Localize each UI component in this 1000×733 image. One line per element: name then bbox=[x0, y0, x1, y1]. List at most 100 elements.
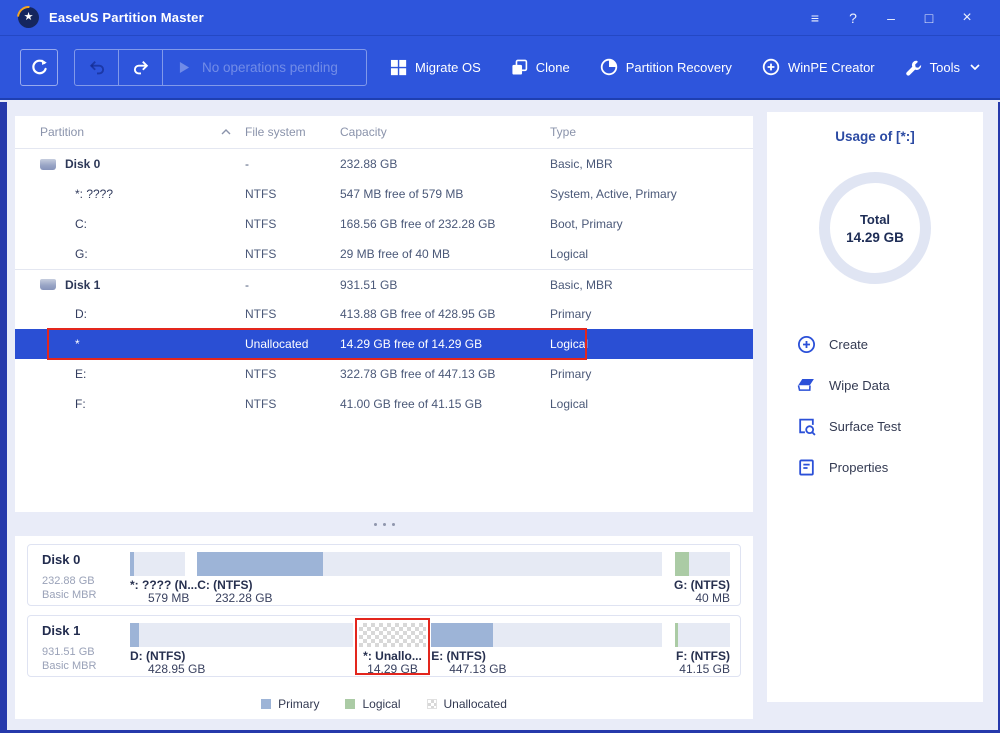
partition-label-name: F: (NTFS) bbox=[676, 649, 730, 663]
splitter-grip-icon bbox=[373, 522, 377, 526]
column-header-label: Type bbox=[550, 125, 577, 139]
file-system-cell: NTFS bbox=[245, 367, 277, 381]
partition-label-size: 428.95 GB bbox=[148, 662, 206, 676]
partition-label-name: E: (NTFS) bbox=[431, 649, 486, 663]
table-row-partition[interactable]: F: NTFS 41.00 GB free of 41.15 GB Logical bbox=[15, 389, 753, 419]
used-space-fill bbox=[197, 552, 323, 576]
disk-name: Disk 0 bbox=[42, 552, 81, 567]
play-icon bbox=[179, 61, 190, 74]
toolbar-action-migrate-os[interactable]: Migrate OS bbox=[390, 59, 481, 76]
logical-swatch-icon bbox=[345, 699, 356, 709]
usage-donut-chart: Total 14.29 GB bbox=[819, 172, 931, 284]
refresh-button[interactable] bbox=[20, 48, 58, 86]
disk-layout: Basic MBR bbox=[42, 660, 97, 672]
toolbar-action-label: Tools bbox=[929, 59, 960, 75]
toolbar: No operations pending Migrate OS Clone Par… bbox=[0, 36, 1000, 100]
logo-star-glyph: ★ bbox=[23, 11, 34, 23]
partition-name: D: bbox=[75, 307, 87, 321]
splitter-grip-icon bbox=[382, 522, 386, 526]
partition-block-logical[interactable] bbox=[674, 552, 730, 576]
table-row-partition[interactable]: E: NTFS 322.78 GB free of 447.13 GB Primary bbox=[15, 359, 753, 389]
disk-drive-icon bbox=[40, 158, 56, 170]
column-header-label: File system bbox=[245, 125, 306, 139]
column-header-file-system[interactable]: File system bbox=[245, 125, 340, 139]
disk-drive-icon bbox=[40, 279, 56, 290]
partition-label-size: 40 MB bbox=[695, 591, 730, 605]
maximize-icon: □ bbox=[924, 9, 934, 26]
capacity-cell: 29 MB free of 40 MB bbox=[340, 247, 451, 261]
menu-button[interactable]: ≡ bbox=[800, 5, 830, 31]
used-space-fill bbox=[431, 623, 494, 647]
table-row-disk[interactable]: Disk 1 - 931.51 GB Basic, MBR bbox=[15, 269, 753, 299]
partition-block-primary[interactable] bbox=[197, 552, 662, 576]
properties-icon bbox=[797, 458, 816, 477]
partition-block-primary[interactable] bbox=[130, 623, 354, 647]
partition-block-logical[interactable] bbox=[674, 623, 730, 647]
partition-table: Partition File system Capacity Type Disk 0 -… bbox=[15, 116, 753, 512]
partition-label-size: 447.13 GB bbox=[449, 662, 507, 676]
table-row-disk[interactable]: Disk 0 - 232.88 GB Basic, MBR bbox=[15, 149, 753, 179]
maximize-button[interactable]: □ bbox=[914, 5, 944, 31]
partition-recovery-icon bbox=[600, 58, 618, 76]
disk-bar bbox=[130, 623, 730, 647]
sidebar-action-wipe-data[interactable]: Wipe Data bbox=[767, 365, 983, 406]
file-system-cell: NTFS bbox=[245, 187, 277, 201]
legend-item-unallocated: Unallocated bbox=[426, 697, 507, 711]
panel-splitter[interactable] bbox=[15, 512, 753, 536]
toolbar-action-winpe-creator[interactable]: WinPE Creator bbox=[762, 58, 875, 76]
table-row-partition[interactable]: *: ???? NTFS 547 MB free of 579 MB System, … bbox=[15, 179, 753, 209]
unallocated-swatch-icon bbox=[426, 699, 437, 709]
table-row-partition[interactable]: C: NTFS 168.56 GB free of 232.28 GB Boot, P… bbox=[15, 209, 753, 239]
legend-label: Unallocated bbox=[443, 697, 507, 711]
type-cell: Basic, MBR bbox=[550, 157, 613, 171]
toolbar-action-tools[interactable]: Tools bbox=[905, 59, 980, 76]
legend-item-logical: Logical bbox=[345, 697, 401, 711]
sidebar-action-create[interactable]: Create bbox=[767, 324, 983, 365]
disk-map-panel: Disk 0 232.88 GB Basic MBR *: ???? (N... 579… bbox=[15, 536, 753, 719]
partition-block-unallocated[interactable] bbox=[358, 623, 427, 647]
sidebar-action-properties[interactable]: Properties bbox=[767, 447, 983, 488]
action-sidebar: Usage of [*:] Total 14.29 GB Create Wipe … bbox=[767, 112, 983, 702]
partition-label: *: ???? (N... 579 MB bbox=[130, 579, 197, 605]
splitter-grip-icon bbox=[391, 522, 395, 526]
column-header-type[interactable]: Type bbox=[550, 125, 753, 139]
type-cell: Basic, MBR bbox=[550, 277, 613, 292]
sidebar-action-surface-test[interactable]: Surface Test bbox=[767, 406, 983, 447]
undo-icon bbox=[88, 59, 106, 76]
minimize-button[interactable]: – bbox=[876, 5, 906, 31]
disk-bar bbox=[130, 552, 730, 576]
partition-label-size: 41.15 GB bbox=[679, 662, 730, 676]
used-space-fill bbox=[130, 552, 134, 576]
capacity-cell: 931.51 GB bbox=[340, 277, 398, 292]
toolbar-action-partition-recovery[interactable]: Partition Recovery bbox=[600, 58, 732, 76]
table-row-partition[interactable]: G: NTFS 29 MB free of 40 MB Logical bbox=[15, 239, 753, 269]
column-header-partition[interactable]: Partition bbox=[40, 125, 245, 139]
disk-map-card: Disk 0 232.88 GB Basic MBR *: ???? (N... 579… bbox=[27, 544, 741, 606]
pending-operations-button[interactable]: No operations pending bbox=[163, 50, 366, 85]
table-row-partition[interactable]: D: NTFS 413.88 GB free of 428.95 GB Primary bbox=[15, 299, 753, 329]
close-icon: × bbox=[962, 8, 972, 26]
toolbar-action-clone[interactable]: Clone bbox=[511, 59, 570, 76]
partition-block-primary[interactable] bbox=[431, 623, 662, 647]
file-system-cell: - bbox=[245, 277, 249, 292]
toolbar-action-label: Migrate OS bbox=[415, 59, 481, 75]
sidebar-action-label: Surface Test bbox=[829, 419, 902, 434]
undo-button[interactable] bbox=[75, 49, 119, 85]
table-row-partition[interactable]: * Unallocated 14.29 GB free of 14.29 GB Log… bbox=[15, 328, 753, 360]
legend-label: Primary bbox=[278, 697, 320, 711]
partition-label-size: 14.29 GB bbox=[367, 662, 418, 676]
capacity-cell: 232.88 GB bbox=[340, 157, 398, 171]
close-button[interactable]: × bbox=[952, 5, 982, 31]
partition-block-primary[interactable] bbox=[130, 552, 186, 576]
toolbar-action-label: Partition Recovery bbox=[625, 59, 732, 75]
file-system-cell: Unallocated bbox=[245, 337, 309, 351]
title-bar: ★ EaseUS Partition Master ≡? – □ × bbox=[0, 0, 1000, 36]
table-body: Disk 0 - 232.88 GB Basic, MBR *: ???? NTFS 547… bbox=[15, 149, 753, 419]
help-icon: ? bbox=[849, 9, 857, 26]
file-system-cell: NTFS bbox=[245, 307, 277, 321]
column-header-capacity[interactable]: Capacity bbox=[340, 125, 550, 139]
partition-name-cell: * bbox=[40, 337, 245, 351]
redo-button[interactable] bbox=[119, 49, 163, 85]
help-button[interactable]: ? bbox=[838, 5, 868, 31]
